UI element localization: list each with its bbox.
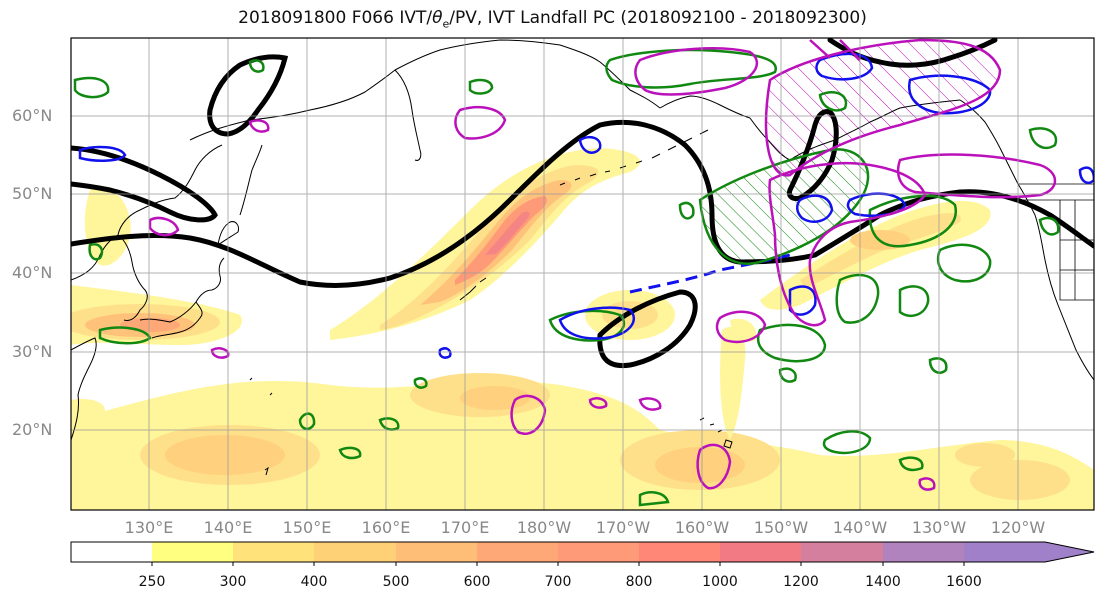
colorbar-bin-8 [720,542,801,562]
colorbar-bin-0 [71,542,152,562]
colorbar-label-1200: 1200 [783,574,819,590]
political-borders [1018,183,1094,301]
colorbar-label-600: 600 [463,574,491,590]
colorbar-bin-5 [477,542,558,562]
colorbar-label-250: 250 [138,574,166,590]
colorbar-label-1000: 1000 [702,574,738,590]
colorbar-label-500: 500 [382,574,410,590]
lat-label-30: 30°N [12,342,53,361]
colorbar-bin-6 [558,542,639,562]
colorbar [70,541,1095,566]
colorbar-bin-7 [639,542,720,562]
lon-label-150e: 150°E [282,518,332,537]
colorbar-bin-9 [801,542,883,562]
colorbar-label-800: 800 [625,574,653,590]
colorbar-label-400: 400 [300,574,328,590]
lon-label-160w: 160°W [674,518,730,537]
magenta-hatch-area [766,40,1000,176]
lon-label-130e: 130°E [124,518,174,537]
colorbar-label-1400: 1400 [865,574,901,590]
lon-label-140e: 140°E [203,518,253,537]
ivt-shading [71,148,1094,510]
lon-label-170w: 170°W [595,518,651,537]
colorbar-bin-4 [396,542,477,562]
lat-label-20: 20°N [12,420,53,439]
map-title: 2018091800 F066 IVT/θe/PV, IVT Landfall … [238,8,867,31]
colorbar-label-300: 300 [219,574,247,590]
colorbar-bin-1 [152,542,233,562]
colorbar-bin-2 [233,542,314,562]
lon-label-120w: 120°W [990,518,1046,537]
lon-label-180w: 180°W [516,518,572,537]
lon-label-140w: 140°W [832,518,888,537]
colorbar-bin-3 [314,542,396,562]
colorbar-label-1600: 1600 [946,574,982,590]
lat-label-50: 50°N [12,184,53,203]
green-contours [73,48,1060,507]
lat-label-60: 60°N [12,106,53,125]
colorbar-bin-10 [883,542,964,562]
lon-label-160e: 160°E [361,518,411,537]
black-contours [71,38,1094,369]
lon-label-130w: 130°W [911,518,967,537]
lon-label-170e: 170°E [440,518,490,537]
lon-label-150w: 150°W [753,518,809,537]
lat-label-40: 40°N [12,263,53,282]
map-frame [70,37,1095,511]
colorbar-label-700: 700 [544,574,572,590]
map-gridlines [71,38,1094,510]
colorbar-bin-11 [964,542,1094,562]
